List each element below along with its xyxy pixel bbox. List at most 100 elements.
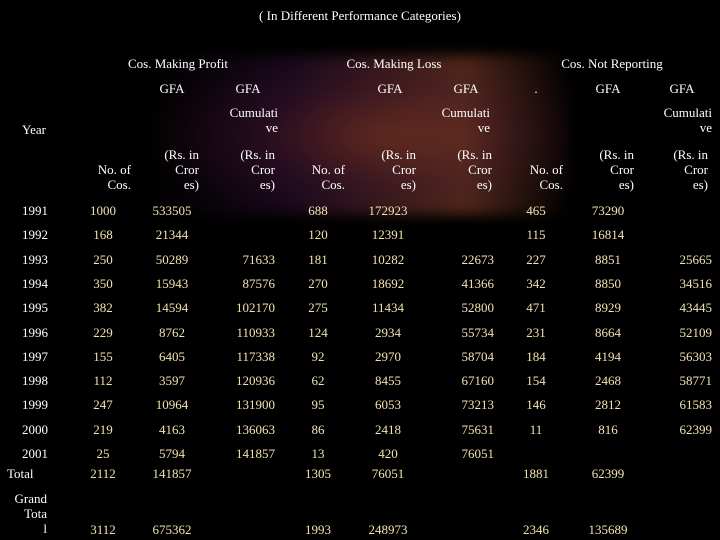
- value-cell: 3597: [159, 373, 185, 388]
- year-cell: 1997: [22, 349, 48, 364]
- grand-total-cell: 2346: [523, 522, 549, 537]
- value-cell: 73290: [591, 203, 625, 218]
- rs-crores-header: (Rs. in Cror es): [240, 147, 275, 192]
- value-cell: 25: [96, 446, 110, 461]
- value-cell: 229: [93, 325, 113, 340]
- value-cell: 2970: [375, 349, 401, 364]
- grand-total-cell: 135689: [588, 522, 628, 537]
- page-title: ( In Different Performance Categories): [259, 8, 461, 23]
- value-cell: 8851: [595, 252, 621, 267]
- value-cell: 136063: [236, 422, 275, 437]
- total-cell: 1305: [305, 466, 331, 481]
- value-cell: 270: [308, 276, 328, 291]
- value-cell: 58704: [461, 349, 495, 364]
- value-cell: 8664: [595, 325, 621, 340]
- value-cell: 1000: [90, 203, 116, 218]
- cumulative-label: Cumulati ve: [663, 105, 712, 135]
- year-cell: 1996: [22, 325, 48, 340]
- cumulative-label: Cumulati ve: [229, 105, 278, 135]
- value-cell: 168: [93, 227, 113, 242]
- year-cell: 2001: [22, 446, 48, 461]
- grand-total-cell: 3112: [90, 522, 116, 537]
- value-cell: 350: [93, 276, 113, 291]
- value-cell: 227: [526, 252, 546, 267]
- rs-crores-header: (Rs. in Cror es): [381, 147, 416, 192]
- grand-total-label: Grand Tota l: [14, 491, 48, 536]
- year-header: Year: [22, 122, 46, 137]
- total-cell: 62399: [591, 466, 625, 481]
- value-cell: 5794: [159, 446, 185, 461]
- value-cell: 231: [526, 325, 546, 340]
- group-header-not-reporting: Cos. Not Reporting: [561, 56, 663, 71]
- value-cell: 342: [526, 276, 546, 291]
- no-of-cos-header: No. of Cos.: [529, 162, 563, 192]
- value-cell: 120: [308, 227, 328, 242]
- year-cell: 1992: [22, 227, 48, 242]
- gfa-label: GFA: [453, 81, 479, 96]
- gfa-label: GFA: [235, 81, 261, 96]
- value-cell: 2418: [375, 422, 401, 437]
- year-cell: 1994: [22, 276, 48, 291]
- value-cell: 71633: [242, 252, 276, 267]
- rs-crores-header: (Rs. in Cror es): [599, 147, 634, 192]
- value-cell: 13: [311, 446, 325, 461]
- value-cell: 92: [311, 349, 325, 364]
- value-cell: 21344: [155, 227, 189, 242]
- value-cell: 420: [378, 446, 398, 461]
- value-cell: 247: [93, 397, 113, 412]
- value-cell: 250: [93, 252, 113, 267]
- value-cell: 56303: [679, 349, 713, 364]
- value-cell: 2812: [595, 397, 621, 412]
- value-cell: 219: [93, 422, 113, 437]
- year-cell: 1999: [22, 397, 48, 412]
- year-cell: 1995: [22, 300, 48, 315]
- total-label: Total: [7, 466, 34, 481]
- total-cell: 1881: [523, 466, 549, 481]
- value-cell: 146: [526, 397, 546, 412]
- value-cell: 10282: [371, 252, 405, 267]
- value-cell: 110933: [236, 325, 275, 340]
- value-cell: 86: [311, 422, 325, 437]
- gfa-label: GFA: [595, 81, 621, 96]
- value-cell: 8929: [595, 300, 621, 315]
- value-cell: 18692: [371, 276, 405, 291]
- value-cell: 8850: [595, 276, 621, 291]
- value-cell: 184: [526, 349, 546, 364]
- value-cell: 154: [526, 373, 546, 388]
- value-cell: 67160: [461, 373, 495, 388]
- gfa-label: GFA: [159, 81, 185, 96]
- value-cell: 61583: [679, 397, 713, 412]
- value-cell: 124: [308, 325, 328, 340]
- value-cell: 4163: [159, 422, 185, 437]
- total-cell: 141857: [152, 466, 192, 481]
- total-cell: 2112: [90, 466, 116, 481]
- value-cell: 131900: [236, 397, 275, 412]
- value-cell: 8762: [159, 325, 185, 340]
- value-cell: 34516: [679, 276, 713, 291]
- value-cell: 8455: [375, 373, 401, 388]
- value-cell: 11434: [371, 300, 405, 315]
- value-cell: 62: [311, 373, 325, 388]
- value-cell: 2934: [375, 325, 401, 340]
- value-cell: 115: [526, 227, 546, 242]
- grand-total-cell: 248973: [368, 522, 408, 537]
- value-cell: 471: [526, 300, 546, 315]
- year-cell: 1998: [22, 373, 48, 388]
- value-cell: 816: [598, 422, 618, 437]
- value-cell: 102170: [236, 300, 275, 315]
- gfa-label: GFA: [377, 81, 403, 96]
- value-cell: 120936: [236, 373, 275, 388]
- year-cell: 1991: [22, 203, 48, 218]
- value-cell: 87576: [242, 276, 276, 291]
- value-cell: 117338: [236, 349, 275, 364]
- value-cell: 2468: [595, 373, 621, 388]
- value-cell: 25665: [679, 252, 713, 267]
- gfa-label: GFA: [669, 81, 695, 96]
- value-cell: 62399: [679, 422, 713, 437]
- group-header-profit: Cos. Making Profit: [127, 56, 229, 71]
- value-cell: 73213: [461, 397, 495, 412]
- value-cell: 22673: [461, 252, 495, 267]
- value-cell: 52800: [461, 300, 495, 315]
- value-cell: 688: [308, 203, 328, 218]
- value-cell: 11: [529, 422, 543, 437]
